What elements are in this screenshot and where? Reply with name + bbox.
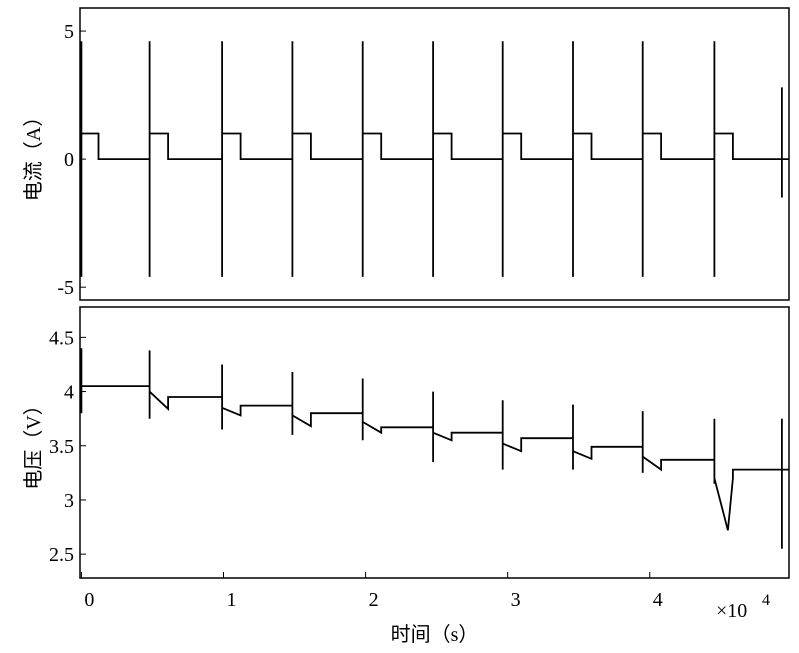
data-line <box>80 348 789 549</box>
y-tick-label: 4 <box>64 382 74 404</box>
axes-frame <box>79 306 790 579</box>
x-multiplier: ×10 <box>716 600 747 622</box>
y-tick-label: 2.5 <box>49 544 74 566</box>
y-tick-label: 3.5 <box>49 436 74 458</box>
y-tick-label: 3 <box>64 490 74 512</box>
y-tick-label: 4.5 <box>49 327 74 349</box>
y-axis-label: 电压（V） <box>22 395 45 489</box>
x-tick-label: 1 <box>227 589 237 611</box>
x-tick-label: 0 <box>84 589 94 611</box>
y-tick-label: 0 <box>64 149 74 171</box>
y-axis-label: 电流（A） <box>22 107 45 201</box>
x-tick-label: 2 <box>369 589 379 611</box>
data-line <box>80 41 789 277</box>
x-exponent: 4 <box>762 592 770 609</box>
x-axis-label: 时间（s） <box>391 623 479 646</box>
y-tick-label: -5 <box>57 277 74 299</box>
y-tick-label: 5 <box>64 21 74 43</box>
axes-frame <box>79 7 790 301</box>
x-tick-label: 3 <box>511 589 521 611</box>
x-tick-label: 4 <box>653 589 663 611</box>
